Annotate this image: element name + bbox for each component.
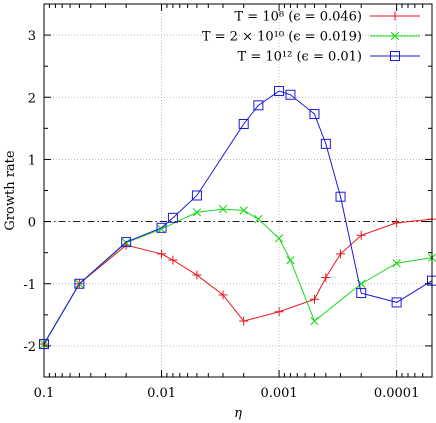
data-point xyxy=(392,259,401,268)
data-point xyxy=(74,278,85,289)
data-point xyxy=(192,208,202,217)
data-point xyxy=(218,204,228,214)
axis-ticks xyxy=(43,3,433,378)
data-point xyxy=(391,297,402,308)
data-point xyxy=(157,224,166,234)
data-point xyxy=(392,218,402,228)
data-point xyxy=(320,138,331,149)
data-point xyxy=(274,234,284,243)
data-point xyxy=(121,237,132,248)
data-point xyxy=(274,307,284,317)
data-point xyxy=(286,255,295,265)
data-point xyxy=(390,51,400,61)
series-line xyxy=(43,208,433,345)
y-tick-label: -2 xyxy=(23,340,36,355)
series-3 xyxy=(39,86,436,350)
y-axis-label: Growth rate xyxy=(3,150,18,230)
data-point xyxy=(285,89,296,100)
data-point xyxy=(309,109,320,120)
series-line xyxy=(43,218,433,345)
data-point xyxy=(167,212,178,223)
series-2 xyxy=(39,204,436,349)
y-tick-labels: -2 -1 0 1 2 3 xyxy=(23,29,36,355)
x-tick-label: 0.1 xyxy=(34,386,55,401)
x-axis-label: η xyxy=(234,406,242,421)
y-tick-label: 0 xyxy=(28,216,36,231)
y-tick-label: 2 xyxy=(28,91,36,106)
data-point xyxy=(239,206,248,215)
data-point xyxy=(309,294,319,304)
data-point xyxy=(390,11,400,21)
data-point xyxy=(274,86,285,97)
data-point xyxy=(310,316,319,326)
data-point xyxy=(253,100,264,111)
data-point xyxy=(239,316,249,326)
series-line xyxy=(43,90,433,345)
y-tick-label: -1 xyxy=(23,278,36,293)
data-point xyxy=(390,31,400,41)
series-1 xyxy=(39,214,436,349)
y-tick-label: 3 xyxy=(28,29,36,44)
data-point xyxy=(168,255,178,265)
data-point xyxy=(238,118,249,129)
legend-entry: T = 10¹² (ϵ = 0.01) xyxy=(238,50,420,65)
x-tick-label: 0.01 xyxy=(147,386,176,401)
legend-entry: T = 10⁸ (ϵ = 0.046) xyxy=(234,10,420,25)
x-tick-label: 0.0001 xyxy=(374,386,420,401)
data-point xyxy=(254,214,263,224)
data-point xyxy=(191,190,202,201)
data-point xyxy=(336,249,346,259)
y-tick-label: 1 xyxy=(28,153,36,168)
data-point xyxy=(356,230,366,240)
series-layer xyxy=(39,86,436,350)
legend-label: T = 2 × 10¹⁰ (ϵ = 0.019) xyxy=(202,30,362,45)
legend-entry: T = 2 × 10¹⁰ (ϵ = 0.019) xyxy=(202,30,420,45)
data-point xyxy=(156,222,167,233)
data-point xyxy=(356,288,367,299)
x-tick-labels: 0.1 0.01 0.001 0.0001 xyxy=(34,386,420,401)
data-point xyxy=(192,270,202,280)
data-point xyxy=(157,249,167,259)
data-point xyxy=(321,273,331,283)
data-point xyxy=(335,191,346,202)
legend-label: T = 10¹² (ϵ = 0.01) xyxy=(238,50,362,65)
data-point xyxy=(218,290,228,300)
legend-label: T = 10⁸ (ϵ = 0.046) xyxy=(234,10,362,25)
x-tick-label: 0.001 xyxy=(260,386,297,401)
legend: T = 10⁸ (ϵ = 0.046) T = 2 × 10¹⁰ (ϵ = 0.0… xyxy=(202,10,420,65)
